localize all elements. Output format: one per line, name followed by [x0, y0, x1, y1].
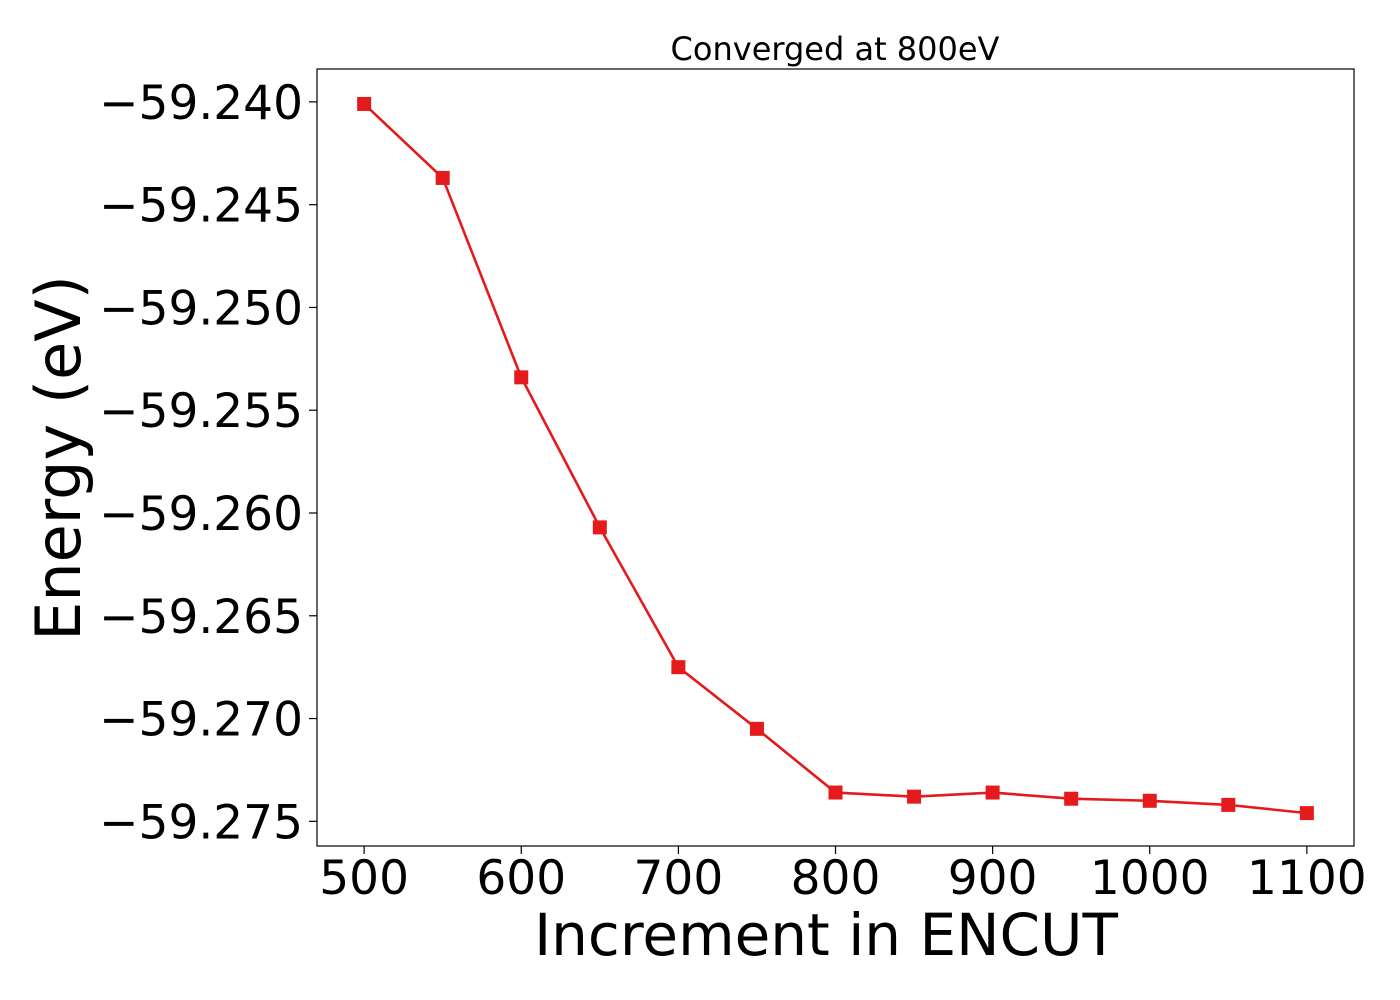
plot-frame	[316, 68, 1355, 847]
x-axis-label: Increment in ENCUT	[534, 901, 1118, 969]
data-point-marker	[1299, 806, 1314, 821]
y-axis-ticks: −59.240 −59.245 −59.250 −59.255 −59.260 −59.2…	[99, 76, 317, 850]
x-tick-label: 600	[476, 851, 566, 906]
series-line	[363, 102, 1307, 815]
data-point-marker	[907, 789, 922, 804]
data-point-marker	[357, 96, 372, 111]
x-tick-label: 700	[634, 851, 724, 906]
y-tick-label: −59.255	[99, 384, 303, 439]
data-point-marker	[1221, 797, 1236, 812]
series-layer	[357, 96, 1314, 821]
y-tick-label: −59.275	[99, 795, 303, 850]
x-tick-label: 1000	[1090, 851, 1210, 906]
x-tick-label: 800	[791, 851, 881, 906]
data-point-marker	[592, 520, 607, 535]
data-point-marker	[985, 785, 1000, 800]
x-tick-label: 500	[319, 851, 409, 906]
x-axis-ticks: 500 600 700 800 900 1000 1100	[319, 846, 1367, 906]
data-point-marker	[749, 721, 764, 736]
data-point-marker	[1142, 793, 1157, 808]
data-point-marker	[671, 660, 686, 675]
chart-title: Converged at 800eV	[671, 30, 1000, 68]
data-point-marker	[514, 370, 529, 385]
x-tick-label: 1100	[1247, 851, 1367, 906]
y-tick-label: −59.240	[99, 76, 303, 131]
y-axis-label: Energy (eV)	[22, 275, 95, 641]
y-tick-label: −59.245	[99, 179, 303, 234]
y-tick-label: −59.260	[99, 487, 303, 542]
data-point-marker	[828, 785, 843, 800]
y-tick-label: −59.270	[99, 693, 303, 748]
x-tick-label: 900	[948, 851, 1038, 906]
data-point-marker	[435, 170, 450, 185]
y-tick-label: −59.250	[99, 281, 303, 336]
y-tick-label: −59.265	[99, 590, 303, 645]
data-point-marker	[1064, 791, 1079, 806]
